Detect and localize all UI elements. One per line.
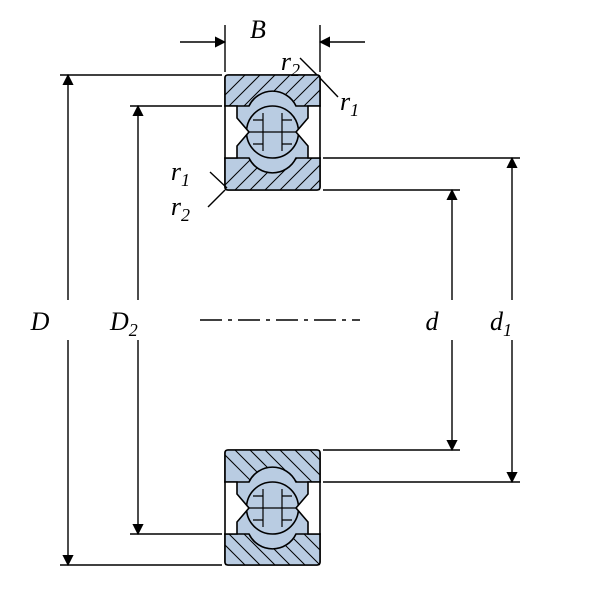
label-d1: d1: [490, 307, 512, 340]
label-D: D: [30, 307, 50, 336]
dimension-B: [180, 25, 365, 72]
bearing-top-section: [210, 60, 365, 200]
label-r1-mid: r1: [171, 157, 190, 190]
label-B: B: [250, 15, 266, 44]
bearing-bottom-section: [210, 440, 365, 580]
label-r2-mid: r2: [171, 192, 190, 225]
bearing-cross-section-diagram: B D D2 d d1 r1 r2 r1 r2: [0, 0, 600, 600]
dimension-D: [60, 75, 222, 565]
label-r1-top: r1: [340, 87, 359, 120]
radius-leaders-mid-left: [208, 172, 227, 207]
label-r2-top: r2: [281, 47, 300, 80]
label-D2: D2: [109, 307, 138, 340]
label-d: d: [426, 307, 440, 336]
